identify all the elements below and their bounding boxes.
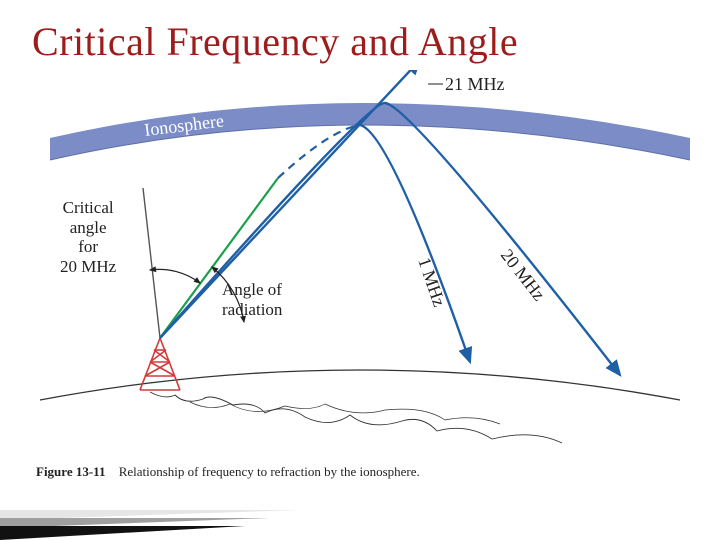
label-angle-of-radiation: Angle of radiation (222, 280, 282, 319)
refraction-diagram: Ionosphere 1 MHz 20 MHz 21 MHz Critical … (30, 70, 690, 450)
figure-caption-text: Relationship of frequency to refraction … (119, 464, 420, 479)
label-1mhz: 1 MHz (414, 255, 449, 309)
page-title: Critical Frequency and Angle (32, 18, 518, 65)
slide-decor (0, 506, 340, 540)
ray-1mhz-down (360, 125, 470, 362)
terrain-detail-2 (190, 402, 500, 424)
diagram-svg: Ionosphere 1 MHz 20 MHz (30, 70, 690, 450)
label-21mhz: 21 MHz (445, 74, 505, 95)
vertical-reference (143, 188, 160, 338)
figure-number: Figure 13-11 (36, 464, 105, 479)
terrain-detail (150, 392, 562, 443)
label-critical-angle: Critical angle for 20 MHz (60, 198, 116, 276)
figure-caption: Figure 13-11 Relationship of frequency t… (36, 464, 420, 480)
critical-angle-arc (150, 269, 200, 283)
ground-arc (40, 370, 680, 400)
ray-20mhz (160, 103, 620, 375)
